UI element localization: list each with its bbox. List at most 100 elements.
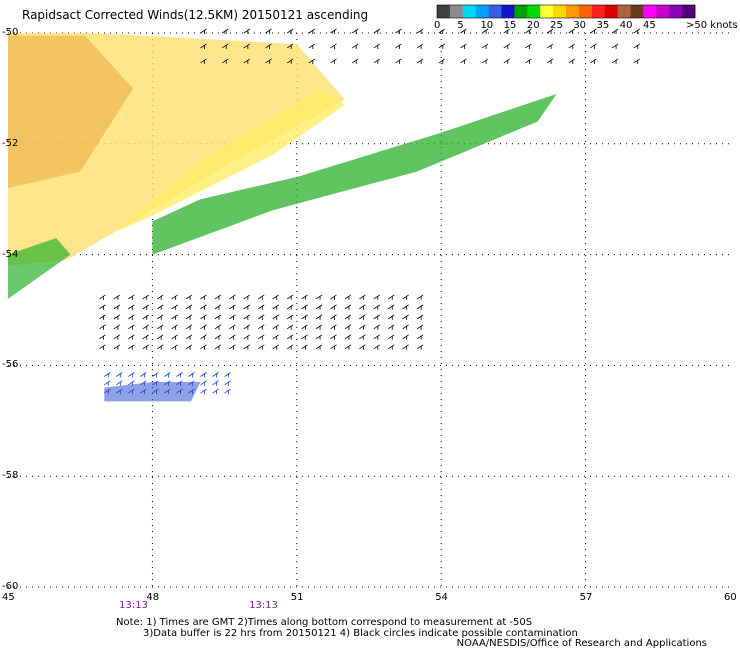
wind-barb: [243, 294, 251, 300]
wind-barb: [171, 324, 178, 330]
color-scale-swatch: [540, 5, 554, 18]
wind-barb: [176, 372, 183, 378]
wind-barb: [611, 28, 619, 34]
wind-barb: [373, 314, 381, 320]
color-scale-swatch: [643, 5, 657, 18]
color-scale-swatch: [617, 5, 631, 18]
wind-barb: [315, 334, 323, 340]
wind-barb: [460, 28, 467, 34]
wind-barb: [99, 324, 106, 330]
wind-barb: [128, 314, 135, 320]
wind-barb: [104, 380, 111, 386]
lat-label: -60: [2, 581, 19, 592]
wind-barb: [272, 334, 279, 340]
wind-barb: [503, 28, 510, 34]
wind-barb: [330, 43, 337, 49]
wind-barb: [359, 344, 366, 350]
color-scale-swatch: [656, 5, 670, 18]
lat-label: -58: [2, 470, 19, 482]
color-scale-label: >50 knots: [686, 20, 738, 31]
wind-barb: [416, 334, 424, 340]
lat-label: -54: [2, 248, 19, 260]
wind-barb: [265, 43, 272, 49]
wind-barb: [164, 372, 171, 378]
wind-barb: [315, 314, 323, 320]
wind-barb: [99, 304, 106, 310]
wind-barb: [188, 372, 195, 378]
wind-barb: [546, 43, 554, 49]
wind-barb: [229, 344, 236, 350]
wind-barb: [265, 28, 272, 34]
wind-barb: [104, 372, 111, 378]
wind-barb: [272, 304, 279, 310]
wind-barb: [200, 314, 207, 320]
wind-barb: [286, 324, 294, 330]
wind-swath: [8, 238, 71, 299]
wind-barb: [128, 334, 135, 340]
wind-barb: [214, 304, 222, 310]
wind-barb: [221, 28, 229, 34]
wind-barb: [388, 334, 395, 340]
wind-barb: [128, 380, 135, 386]
wind-barb: [344, 344, 352, 350]
wind-barb: [156, 294, 164, 300]
wind-barb: [128, 294, 135, 300]
wind-barb: [388, 314, 395, 320]
wind-barb: [265, 58, 272, 64]
wind-barb: [156, 324, 164, 330]
wind-barb: [214, 294, 222, 300]
wind-barb: [388, 344, 395, 350]
wind-barb: [503, 43, 510, 49]
wind-barb: [388, 304, 395, 310]
wind-barb: [243, 58, 251, 64]
wind-barb: [116, 372, 123, 378]
wind-barb: [113, 304, 121, 310]
wind-barb: [611, 43, 619, 49]
wind-barb: [315, 304, 323, 310]
wind-barb: [416, 43, 424, 49]
wind-barb: [481, 43, 489, 49]
wind-barb: [200, 28, 207, 34]
color-scale-label: 30: [573, 20, 587, 31]
wind-barb: [373, 334, 381, 340]
wind-barb: [214, 344, 222, 350]
color-scale-swatch: [630, 5, 644, 18]
wind-barb: [351, 28, 359, 34]
wind-barb: [243, 304, 251, 310]
color-scale-swatch: [449, 5, 464, 18]
wind-barb: [416, 28, 424, 34]
wind-barb: [176, 380, 183, 386]
wind-barb: [176, 388, 183, 395]
wind-barb: [99, 294, 106, 300]
wind-barb: [359, 324, 366, 330]
wind-barb: [200, 344, 207, 350]
color-scale-swatch: [437, 5, 451, 18]
wind-barb: [633, 43, 640, 49]
time-label: 13:13: [119, 600, 148, 611]
wind-barb: [104, 388, 111, 395]
wind-barb: [200, 380, 207, 386]
wind-barb: [212, 388, 219, 395]
wind-barb: [152, 380, 159, 386]
wind-barb: [229, 314, 236, 320]
wind-barb: [258, 304, 265, 310]
wind-barb: [402, 294, 409, 300]
wind-barb: [395, 58, 402, 64]
color-scale-swatch: [682, 5, 696, 18]
wind-barb: [258, 314, 265, 320]
wind-barb: [142, 304, 149, 310]
color-scale-swatch: [501, 5, 515, 18]
wind-barb: [344, 294, 352, 300]
wind-barb: [128, 372, 135, 378]
color-scale-label: 0: [434, 20, 441, 31]
lat-label: -56: [2, 359, 19, 371]
wind-barb: [128, 388, 135, 395]
wind-barb: [388, 294, 395, 300]
wind-barb: [113, 324, 121, 330]
wind-barb: [185, 344, 193, 350]
note-line-2: 3)Data buffer is 22 hrs from 20150121 4)…: [143, 628, 578, 639]
wind-barb: [113, 294, 121, 300]
color-scale-swatch: [527, 5, 541, 18]
wind-barb: [99, 314, 106, 320]
wind-barb: [243, 324, 251, 330]
